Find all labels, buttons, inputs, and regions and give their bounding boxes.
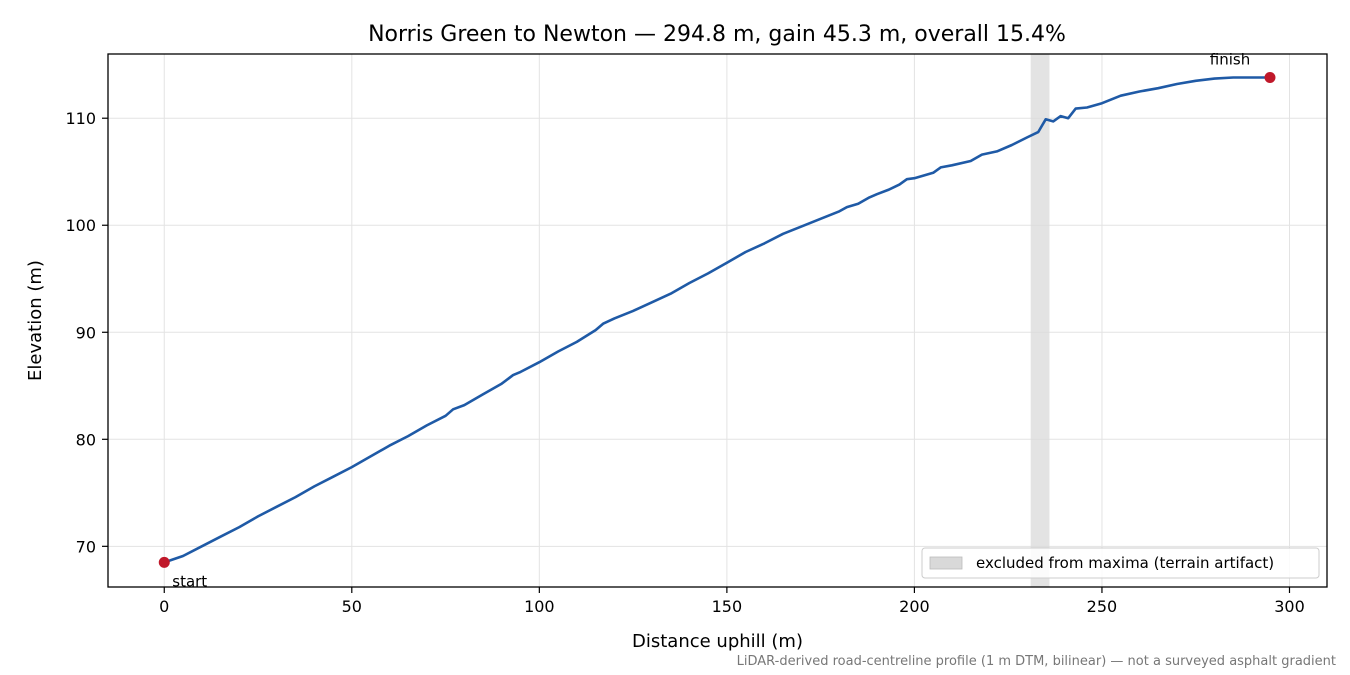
- start-marker: [158, 556, 170, 568]
- excluded-band: [1030, 54, 1050, 587]
- legend-box: [921, 547, 1320, 579]
- x-tick-label: 200: [899, 597, 930, 616]
- x-tick-label: 100: [524, 597, 555, 616]
- y-tick-label: 80: [76, 430, 96, 449]
- y-tick-label: 110: [65, 109, 96, 128]
- endpoint-markers: [158, 72, 1276, 568]
- x-tick-label: 300: [1274, 597, 1305, 616]
- x-tick-label: 50: [342, 597, 362, 616]
- x-axis-label: Distance uphill (m): [632, 631, 803, 652]
- finish-label: finish: [1210, 51, 1250, 69]
- axis-ticks: 0 50 100 150 200 250 300 70 80 90 100 110: [65, 109, 1304, 616]
- y-tick-label: 70: [76, 537, 96, 556]
- x-tick-label: 0: [159, 597, 169, 616]
- y-tick-label: 90: [76, 323, 96, 342]
- elevation-line: [163, 76, 1270, 564]
- plot-frame: [107, 53, 1328, 588]
- chart-title: Norris Green to Newton — 294.8 m, gain 4…: [368, 22, 1066, 47]
- start-label: start: [172, 572, 207, 590]
- y-tick-label: 100: [65, 216, 96, 235]
- x-tick-label: 150: [712, 597, 743, 616]
- legend: excluded from maxima (terrain artifact): [921, 547, 1320, 579]
- y-axis-label: Elevation (m): [25, 260, 46, 381]
- excluded-band-layer: [1030, 54, 1050, 587]
- x-tick-label: 250: [1087, 597, 1118, 616]
- legend-label-excluded: excluded from maxima (terrain artifact): [976, 554, 1274, 572]
- finish-marker: [1264, 72, 1276, 84]
- footnote: LiDAR-derived road-centreline profile (1…: [737, 654, 1336, 669]
- grid-lines: [108, 54, 1327, 587]
- profile-line-layer: [163, 76, 1270, 564]
- legend-swatch-excluded: [929, 556, 963, 570]
